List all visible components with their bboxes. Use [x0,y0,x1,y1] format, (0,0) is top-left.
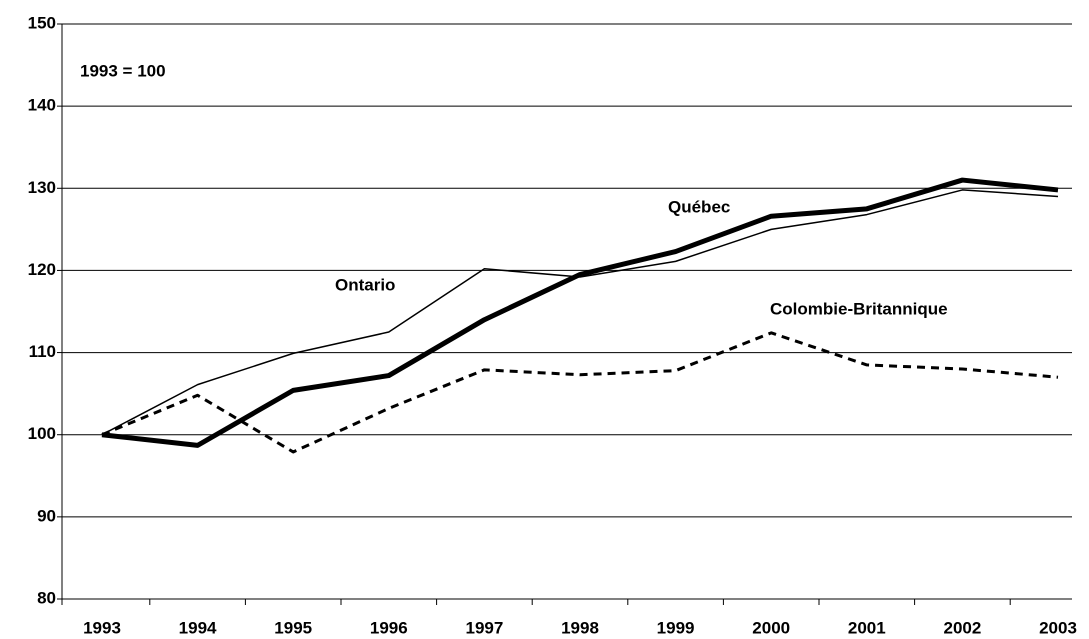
y-tick-label: 140 [28,96,56,115]
x-tick-label: 1999 [657,618,695,637]
series-label: Colombie-Britannique [770,299,948,318]
y-tick-label: 100 [28,424,56,443]
x-tick-label: 1995 [274,618,312,637]
x-tick-label: 1997 [465,618,503,637]
x-tick-label: 1994 [179,618,217,637]
x-tick-label: 1998 [561,618,599,637]
x-tick-label: 2001 [848,618,886,637]
x-tick-label: 2002 [943,618,981,637]
y-tick-label: 80 [37,588,56,607]
y-tick-label: 150 [28,13,56,32]
x-tick-label: 1996 [370,618,408,637]
series-label: Québec [668,197,730,216]
x-tick-label: 2000 [752,618,790,637]
y-tick-label: 110 [29,342,56,361]
y-tick-label: 120 [28,260,56,279]
series-line [101,331,1059,454]
annotation: 1993 = 100 [80,61,166,80]
x-tick-label: 2003 [1039,618,1077,637]
series-line [101,189,1059,436]
series-line [101,177,1059,448]
y-tick-label: 130 [28,178,56,197]
series-label: Ontario [335,275,395,294]
y-tick-label: 90 [37,506,56,525]
x-tick-label: 1993 [83,618,121,637]
